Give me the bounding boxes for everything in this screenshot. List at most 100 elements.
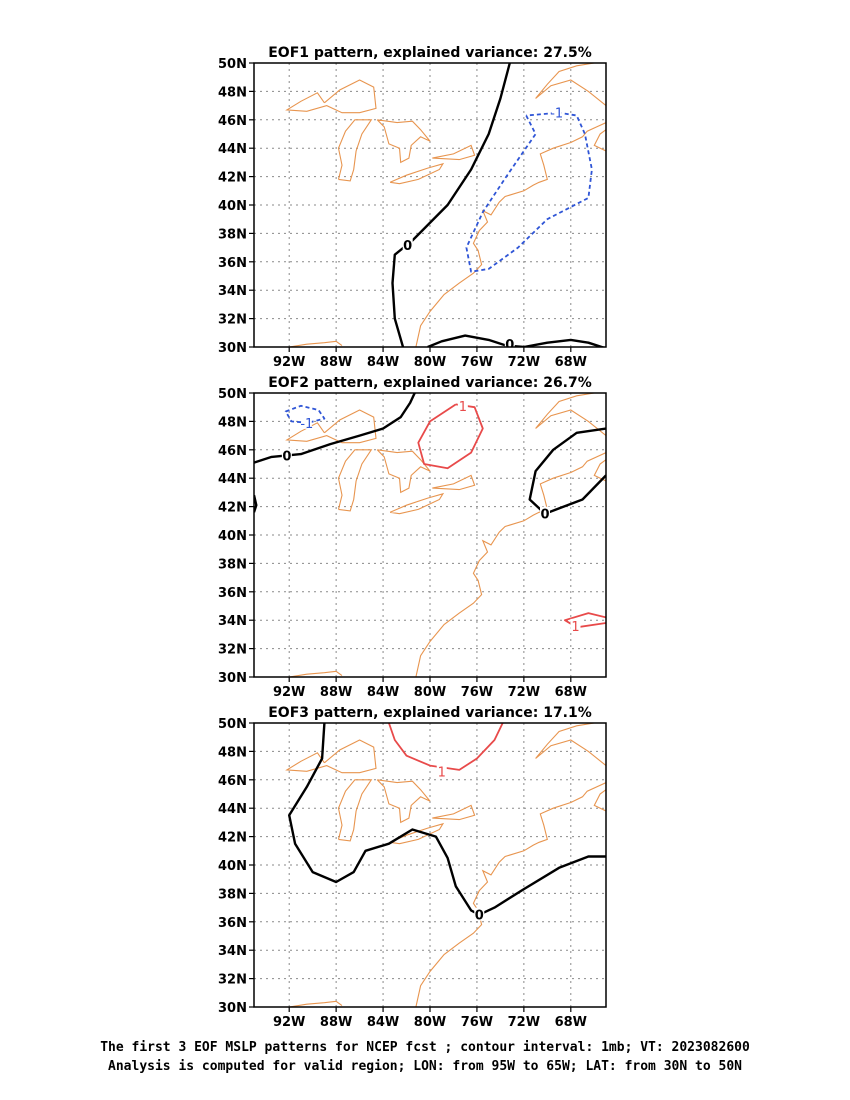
y-tick-label: 34N	[218, 284, 247, 299]
coastline	[337, 119, 373, 182]
coastline	[593, 129, 606, 152]
y-tick-label: 50N	[218, 57, 247, 72]
eof1-panel: 0 0 -1 92W 88W 84W 80W 76W 72W 68W 30N 32N 34N 36N 38N…	[218, 45, 607, 370]
coastline	[593, 459, 606, 482]
eof2-panel: 0 0 1 1 -1 92W 88W 84W 80W 76W 72W 68W 30N 32N 34N 36N 3…	[218, 375, 607, 700]
contour-line	[465, 111, 593, 273]
coastline	[415, 452, 606, 677]
contour-line	[254, 494, 258, 513]
eof3-panel: 0 1 92W 88W 84W 80W 76W 72W 68W 30N 32N 34N 36N 38N 40…	[218, 705, 607, 1030]
y-tick-label: 30N	[218, 1001, 247, 1016]
y-tick-label: 38N	[218, 887, 247, 902]
contour-label-bg	[570, 618, 581, 632]
coastline	[415, 122, 606, 347]
coastline	[337, 449, 373, 512]
panel-title: EOF1 pattern, explained variance: 27.5%	[268, 45, 592, 61]
contour-group: 0 0 -1	[391, 63, 606, 353]
x-tick-label: 88W	[320, 1015, 352, 1030]
x-tick-label: 88W	[320, 685, 352, 700]
x-tick-label: 68W	[555, 355, 587, 370]
x-tick-label: 72W	[508, 1015, 540, 1030]
y-tick-label: 48N	[218, 745, 247, 760]
coastline	[432, 804, 476, 821]
y-tick-label: 44N	[218, 472, 247, 487]
y-tick-label: 36N	[218, 586, 247, 601]
coastline	[289, 670, 343, 677]
contour-label: 1	[459, 400, 467, 415]
contour-label: 0	[475, 909, 484, 924]
y-tick-label: 32N	[218, 643, 247, 658]
contour-line	[417, 403, 484, 470]
y-tick-label: 42N	[218, 501, 247, 516]
coastline	[376, 119, 431, 164]
contour-line	[288, 723, 606, 916]
eof-figure: 0 0 -1 92W 88W 84W 80W 76W 72W 68W 30N 32N 34N 36N 38N…	[218, 45, 607, 1030]
coastline	[535, 723, 606, 767]
contour-label-bg	[301, 415, 312, 429]
contour-label: 1	[571, 620, 579, 635]
coastline	[376, 779, 431, 824]
contour-line	[388, 723, 504, 771]
x-tick-label: 92W	[273, 355, 305, 370]
coastline	[285, 79, 377, 114]
coastline	[289, 340, 343, 347]
contour-group: 0 0 1 1 -1	[254, 393, 606, 635]
x-tick-label: 80W	[414, 1015, 446, 1030]
coastline-group	[285, 393, 606, 677]
caption-line-1: The first 3 EOF MSLP patterns for NCEP f…	[100, 1040, 750, 1055]
coastline	[289, 1000, 343, 1007]
y-tick-label: 32N	[218, 973, 247, 988]
y-tick-label: 44N	[218, 802, 247, 817]
coastline	[535, 393, 606, 437]
y-tick-label: 40N	[218, 529, 247, 544]
x-tick-label: 68W	[555, 1015, 587, 1030]
contour-label: -1	[550, 107, 563, 122]
coastline	[376, 449, 431, 494]
contour-line	[391, 63, 511, 347]
y-tick-label: 38N	[218, 557, 247, 572]
x-tick-label: 84W	[367, 1015, 399, 1030]
contour-line	[528, 427, 606, 515]
coastline	[285, 409, 377, 444]
y-tick-label: 40N	[218, 199, 247, 214]
y-tick-label: 50N	[218, 387, 247, 402]
contour-label-bg	[281, 448, 292, 462]
contour-line	[254, 393, 416, 464]
panel-title: EOF3 pattern, explained variance: 17.1%	[268, 705, 592, 721]
y-tick-label: 44N	[218, 142, 247, 157]
contour-label: 0	[505, 338, 514, 353]
contour-label: 0	[403, 239, 412, 254]
y-tick-label: 42N	[218, 171, 247, 186]
panel-title: EOF2 pattern, explained variance: 26.7%	[268, 375, 592, 391]
coastline	[593, 789, 606, 812]
coastline	[389, 162, 445, 185]
coastline-group	[285, 63, 606, 347]
y-tick-label: 32N	[218, 313, 247, 328]
y-tick-label: 36N	[218, 256, 247, 271]
x-tick-label: 92W	[273, 1015, 305, 1030]
y-tick-label: 34N	[218, 614, 247, 629]
y-tick-label: 50N	[218, 717, 247, 732]
coastline	[432, 144, 476, 161]
x-tick-label: 76W	[461, 1015, 493, 1030]
y-tick-label: 46N	[218, 114, 247, 129]
x-tick-label: 72W	[508, 685, 540, 700]
y-tick-label: 34N	[218, 944, 247, 959]
y-tick-label: 46N	[218, 774, 247, 789]
y-tick-label: 36N	[218, 916, 247, 931]
x-tick-label: 88W	[320, 355, 352, 370]
x-tick-label: 76W	[461, 685, 493, 700]
y-tick-label: 40N	[218, 859, 247, 874]
x-tick-label: 84W	[367, 355, 399, 370]
coastline	[535, 63, 606, 107]
coastline	[389, 492, 445, 515]
contour-label: -1	[300, 417, 313, 432]
contour-label-bg	[539, 506, 550, 520]
coastline-group	[285, 723, 606, 1007]
y-tick-label: 48N	[218, 415, 247, 430]
caption-line-2: Analysis is computed for valid region; L…	[108, 1059, 742, 1074]
contour-label-bg	[402, 237, 413, 251]
contour-line	[564, 612, 606, 629]
contour-label: 1	[438, 765, 446, 780]
contour-label-bg	[436, 764, 447, 778]
